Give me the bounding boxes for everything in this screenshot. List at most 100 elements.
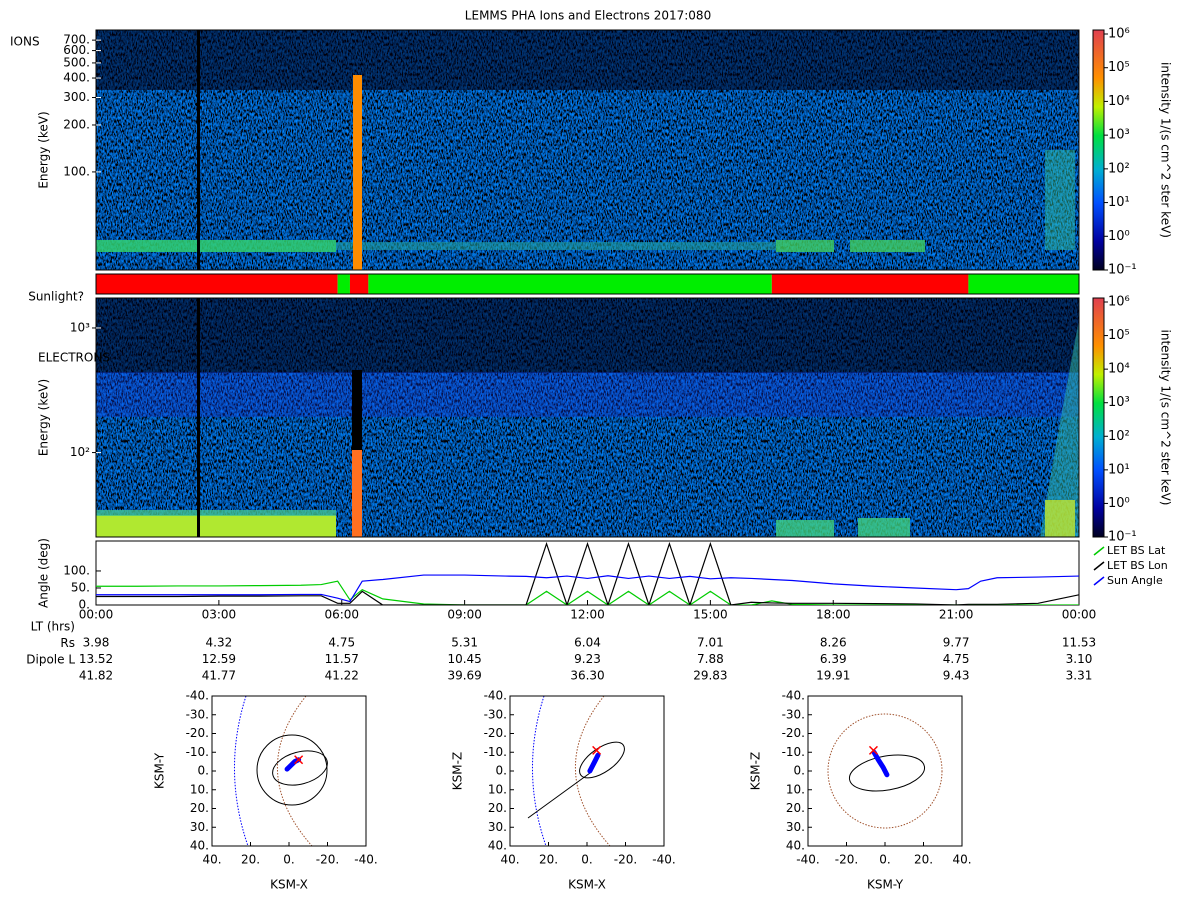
colorbar-tick-label: 10² xyxy=(1108,161,1130,176)
ephemeris-value: 4.32 xyxy=(206,636,233,650)
panel-label: Sunlight? xyxy=(28,290,84,304)
ephemeris-value: 39.69 xyxy=(447,669,481,683)
colorbar-tick-label: 10⁴ xyxy=(1108,362,1130,377)
orbit-boundaries xyxy=(233,696,328,846)
orbit-boundaries xyxy=(827,713,943,829)
sunlight-segment xyxy=(368,274,772,294)
colorbar-tick-label: 10⁵ xyxy=(1108,60,1130,75)
y-tick-label: -20. xyxy=(782,726,805,740)
ephemeris-value: 41.82 xyxy=(79,669,113,683)
trajectory xyxy=(587,752,601,774)
timeline-frame xyxy=(95,273,1080,295)
plot-frame xyxy=(95,29,1080,271)
legend-label: LET BS Lon xyxy=(1107,559,1168,572)
panel-label: ELECTRONS xyxy=(38,351,110,365)
series-line xyxy=(96,574,1079,603)
x-tick-label: -40. xyxy=(652,853,675,867)
y-tick-label: 0. xyxy=(198,764,209,778)
x-tick-label: 20. xyxy=(539,853,558,867)
ephemeris-value: 11.57 xyxy=(325,652,359,666)
y-tick-label: -30. xyxy=(484,707,507,721)
ephemeris-value: 9.23 xyxy=(574,652,601,666)
position-marker xyxy=(294,755,304,765)
legend-swatch xyxy=(1093,576,1105,586)
y-tick-label: 300. xyxy=(63,90,90,104)
orbit-boundaries xyxy=(527,696,625,846)
x-axis-title: KSM-X xyxy=(270,878,308,892)
y-axis-title: Energy (keV) xyxy=(37,379,51,456)
series-line xyxy=(96,580,1079,605)
y-tick-label: 10. xyxy=(190,782,209,796)
ephemeris-value: 3.10 xyxy=(1066,652,1093,666)
plot-frame xyxy=(95,297,1080,538)
x-tick-label: 03:00 xyxy=(202,608,237,622)
series-line xyxy=(96,541,1079,605)
y-tick-label: 100. xyxy=(63,164,90,178)
ephemeris-value: 29.83 xyxy=(693,669,727,683)
y-tick-label: -40. xyxy=(782,689,805,703)
legend-swatch xyxy=(1093,561,1105,571)
x-tick-label: -20. xyxy=(316,853,339,867)
ephemeris-value: 13.52 xyxy=(79,652,113,666)
y-tick-label: 0. xyxy=(496,764,507,778)
x-tick-label: 06:00 xyxy=(324,608,359,622)
y-tick-label: -40. xyxy=(484,689,507,703)
electron-spectrogram-image xyxy=(96,298,1079,537)
x-tick-label: 09:00 xyxy=(447,608,482,622)
y-tick-label: 10² xyxy=(70,445,90,459)
y-axis-title: KSM-Y xyxy=(153,752,167,789)
figure-title: LEMMS PHA Ions and Electrons 2017:080 xyxy=(465,9,711,23)
x-tick-label: 40. xyxy=(952,853,971,867)
ephemeris-value: 41.77 xyxy=(202,669,236,683)
colorbar-title: intensity 1/(s cm^2 ster keV) xyxy=(1159,330,1173,506)
y-tick-label: -40. xyxy=(186,689,209,703)
ephemeris-value: 4.75 xyxy=(943,652,970,666)
ephemeris-value: 3.98 xyxy=(83,636,110,650)
y-axis-title: KSM-Z xyxy=(451,752,465,790)
colorbar xyxy=(1092,297,1105,538)
x-tick-label: 40. xyxy=(500,853,519,867)
y-tick-label: -10. xyxy=(186,745,209,759)
trajectory xyxy=(871,749,890,778)
y-tick-label: 40. xyxy=(190,839,209,853)
ephemeris-value: 6.39 xyxy=(820,652,847,666)
colorbar-tick-label: 10⁵ xyxy=(1108,328,1130,343)
ephemeris-label: Rs xyxy=(60,636,75,650)
y-tick-label: 700. xyxy=(63,33,90,47)
ephemeris-value: 9.43 xyxy=(943,669,970,683)
y-tick-label: -30. xyxy=(186,707,209,721)
x-axis-title: KSM-X xyxy=(568,878,606,892)
colorbar xyxy=(1092,29,1105,271)
series-group xyxy=(96,541,1079,605)
colorbar-tick-label: 10⁻¹ xyxy=(1108,263,1137,278)
x-tick-label: 18:00 xyxy=(816,608,851,622)
y-tick-label: -10. xyxy=(484,745,507,759)
y-tick-label: 10³ xyxy=(70,320,90,334)
y-tick-label: 30. xyxy=(786,820,805,834)
y-tick-label: 40. xyxy=(786,839,805,853)
colorbar-tick-label: 10³ xyxy=(1108,128,1130,143)
orbit-frame xyxy=(509,695,665,847)
x-tick-label: 20. xyxy=(914,853,933,867)
ephemeris-label: Dipole L xyxy=(26,653,75,667)
x-axis-title: KSM-Y xyxy=(867,878,904,892)
sunlight-segment xyxy=(337,274,350,294)
colorbar-tick-label: 10¹ xyxy=(1108,462,1130,477)
y-tick-label: 10. xyxy=(786,782,805,796)
ephemeris-value: 41.22 xyxy=(325,669,359,683)
y-tick-label: 20. xyxy=(190,801,209,815)
ephemeris-value: 9.77 xyxy=(943,636,970,650)
sunlight-segment xyxy=(771,274,969,294)
y-tick-label: -20. xyxy=(186,726,209,740)
ephemeris-value: 19.91 xyxy=(816,669,850,683)
y-tick-label: 40. xyxy=(488,839,507,853)
colorbar-tick-label: 10¹ xyxy=(1108,195,1130,210)
y-tick-label: 400. xyxy=(63,71,90,85)
x-tick-label: 40. xyxy=(202,853,221,867)
ephemeris-label: LT (hrs) xyxy=(31,620,75,634)
position-marker xyxy=(868,745,878,755)
ephemeris-value: 3.31 xyxy=(1066,669,1093,683)
y-axis-title: Energy (keV) xyxy=(37,111,51,188)
